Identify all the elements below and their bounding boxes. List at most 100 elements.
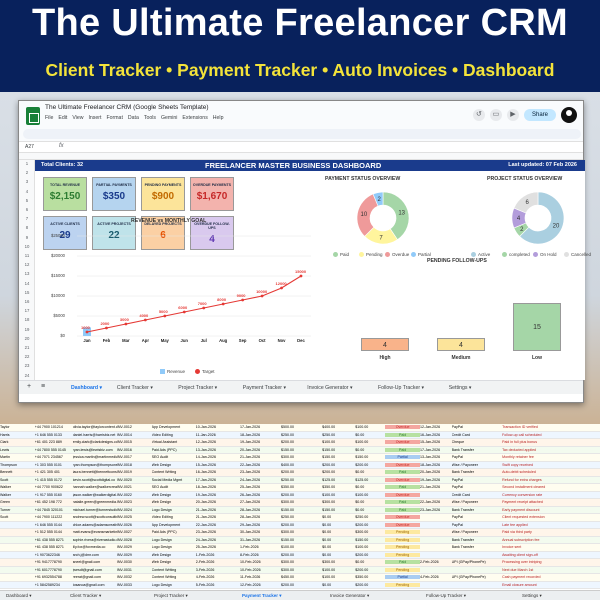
table-cell[interactable]: Paid Ads (PPC) [151, 530, 177, 535]
row-number[interactable]: 2 [25, 170, 29, 176]
table-cell[interactable]: Overdue [385, 515, 420, 520]
row-number[interactable]: 6 [25, 207, 29, 212]
table-cell[interactable]: INV-0016 [116, 447, 132, 452]
table-cell[interactable]: INV-0017 [116, 455, 132, 460]
table-cell[interactable]: reerat@gnail.com [72, 575, 102, 580]
row-number[interactable]: 7 [25, 216, 29, 222]
table-cell[interactable]: $300.00 [281, 500, 295, 505]
table-cell[interactable]: $100.00 [355, 492, 369, 497]
bottom-tab-payment-tracker[interactable]: Payment Tracker ▾ [242, 593, 282, 598]
sheets-logo-icon[interactable] [26, 107, 40, 125]
table-cell[interactable]: PayPal [451, 515, 463, 520]
table-cell[interactable]: INV-0022 [116, 492, 132, 497]
table-cell[interactable]: 17-Jan-2026 [240, 425, 261, 430]
table-cell[interactable]: UPI (GPay/PhonePe) [451, 575, 486, 580]
table-cell[interactable]: Tax deducted applied [502, 447, 537, 452]
table-cell[interactable]: arch.j@dmr.com [72, 552, 99, 557]
table-cell[interactable]: 12-Jan-2026 [420, 425, 441, 430]
table-cell[interactable]: INV-0026 [116, 522, 132, 527]
table-cell[interactable]: $200.00 [281, 470, 295, 475]
table-cell[interactable]: Awaiting client sign-off [502, 552, 538, 557]
tab-dashboard[interactable]: Dashboard ▾ [71, 385, 103, 391]
table-cell[interactable]: Paid [385, 432, 420, 437]
table-cell[interactable]: $150.00 [322, 507, 336, 512]
table-cell[interactable]: $400.00 [322, 425, 336, 430]
table-cell[interactable]: 26-Jan-2026 [240, 492, 261, 497]
table-cell[interactable]: PayPal [451, 485, 463, 490]
table-cell[interactable]: $350.00 [355, 575, 369, 580]
table-cell[interactable]: Bank Transfer [451, 470, 474, 475]
table-cell[interactable]: Logo Design [151, 545, 172, 550]
table-cell[interactable]: $300.00 [281, 567, 295, 572]
table-cell[interactable]: Overdue [385, 477, 420, 482]
table-cell[interactable]: $150.00 [355, 455, 369, 460]
table-cell[interactable]: Bennett [0, 470, 13, 475]
table-cell[interactable]: $125.00 [322, 477, 336, 482]
table-cell[interactable]: INV-0032 [116, 575, 132, 580]
table-cell[interactable]: Follow-up call scheduled [502, 432, 542, 437]
table-cell[interactable]: Bank Transfer [451, 537, 474, 542]
table-cell[interactable]: Refund for extra charges [502, 477, 542, 482]
tab-settings[interactable]: Settings ▾ [448, 385, 472, 391]
table-cell[interactable]: +1 646 555 0144 [34, 522, 62, 527]
table-cell[interactable]: $125.00 [355, 477, 369, 482]
document-title[interactable]: The Ultimate Freelancer CRM (Google Shee… [45, 104, 209, 111]
table-cell[interactable]: Cheque [451, 440, 465, 445]
table-cell[interactable]: $200.00 [281, 522, 295, 527]
row-number[interactable]: 19 [24, 326, 30, 332]
table-cell[interactable]: Web Design [151, 560, 172, 565]
table-cell[interactable]: natalie.green@greenmedia.co [72, 500, 117, 505]
table-cell[interactable]: INV-0021 [116, 485, 132, 490]
table-cell[interactable]: $200.00 [355, 462, 369, 467]
row-number[interactable]: 1 [25, 161, 29, 166]
table-cell[interactable]: Paid [385, 507, 420, 512]
table-cell[interactable]: daniel.harris@harrisbiz.net [72, 432, 116, 437]
table-cell[interactable]: 19-Jan-2026 [240, 440, 261, 445]
table-cell[interactable]: Swift copy received [502, 462, 534, 467]
menu-format[interactable]: Format [106, 115, 123, 121]
table-cell[interactable]: $150.00 [355, 537, 369, 542]
table-cell[interactable]: SEO Audit [151, 485, 169, 490]
table-cell[interactable]: +61 401 223 889 [34, 440, 62, 445]
table-cell[interactable]: Pending [385, 545, 420, 550]
toolbar[interactable] [23, 129, 581, 139]
table-cell[interactable]: Logo Design [151, 507, 172, 512]
table-cell[interactable]: 20-Jan-2026 [240, 447, 261, 452]
table-cell[interactable]: Bank Transfer [451, 447, 474, 452]
table-cell[interactable]: $200.00 [355, 567, 369, 572]
table-cell[interactable]: +44 7700 900622 [34, 485, 63, 490]
table-cell[interactable]: $250.00 [281, 515, 295, 520]
row-number[interactable]: 18 [24, 317, 30, 323]
table-cell[interactable]: PayPal [451, 425, 463, 430]
table-cell[interactable]: $0.00 [322, 530, 332, 535]
menu-file[interactable]: File [45, 115, 54, 121]
table-cell[interactable]: +1 421 305 401 [34, 470, 60, 475]
table-cell[interactable]: 16-Jan-2026 [420, 432, 441, 437]
table-cell[interactable]: 13-Jan-2026 [195, 447, 216, 452]
table-cell[interactable]: 29-Jan-2026 [240, 522, 261, 527]
row-number[interactable]: 16 [24, 299, 30, 304]
table-cell[interactable]: INV-0033 [116, 582, 132, 587]
table-cell[interactable]: jwesdt@gnail.com [72, 567, 102, 572]
table-cell[interactable]: INV-0019 [116, 470, 132, 475]
name-box[interactable]: A27 [25, 144, 34, 150]
row-number[interactable]: 14 [24, 280, 30, 286]
table-cell[interactable]: andrew.scott@scottconsulting.biz [72, 515, 117, 520]
table-cell[interactable]: $0.00 [355, 432, 365, 437]
table-cell[interactable]: 23-Jan-2026 [420, 507, 441, 512]
table-cell[interactable]: +44 7071 234567 [34, 455, 63, 460]
table-cell[interactable]: INV-0028 [116, 537, 132, 542]
table-cell[interactable]: Web Design [151, 492, 172, 497]
table-cell[interactable]: $100.00 [322, 575, 336, 580]
table-cell[interactable]: olivia.taylor@taylorcontent.com [72, 425, 117, 430]
tab-invoice-generator[interactable]: Invoice Generator ▾ [307, 385, 353, 391]
table-cell[interactable]: $150.00 [322, 447, 336, 452]
row-number[interactable]: 23 [24, 363, 30, 369]
table-cell[interactable]: Walker [0, 492, 12, 497]
table-cell[interactable]: +1 415 555 0172 [34, 477, 62, 482]
table-cell[interactable]: 5-Feb-2026 [195, 582, 215, 587]
row-number[interactable]: 20 [24, 335, 30, 341]
table-cell[interactable]: $200.00 [281, 552, 295, 557]
table-cell[interactable]: +91 6932554788 [34, 575, 62, 580]
table-cell[interactable]: $0.00 [355, 470, 365, 475]
